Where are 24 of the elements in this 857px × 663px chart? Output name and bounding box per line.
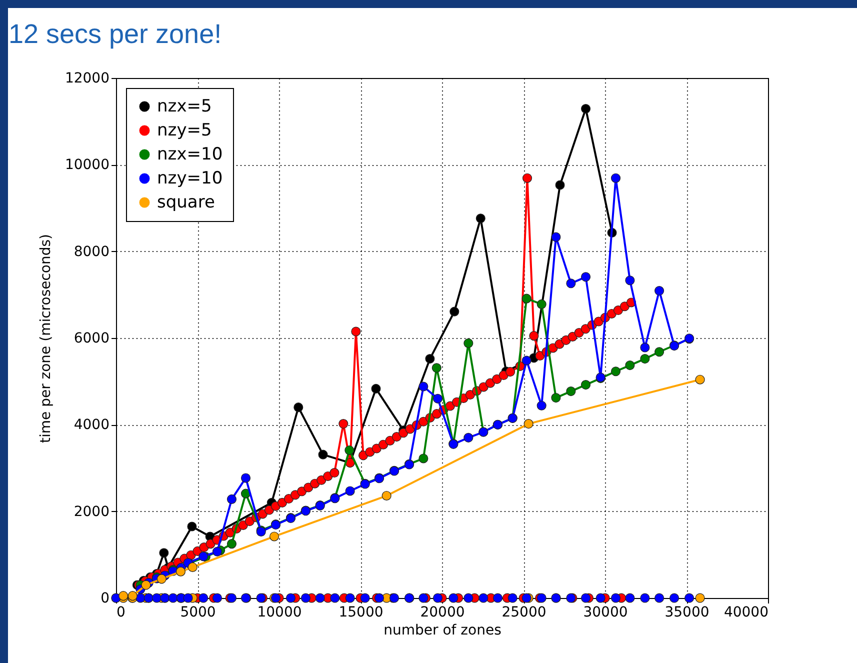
- y-tick-label: 8000: [74, 244, 110, 260]
- legend-label: nzy=10: [157, 168, 223, 188]
- x-tick-label: 35000: [664, 604, 710, 620]
- y-tick-label: 10000: [64, 157, 110, 174]
- y-tick-label: 2000: [74, 504, 110, 520]
- y-tick-label: 4000: [74, 417, 110, 434]
- chart-title: 12 secs per zone!: [8, 19, 222, 49]
- x-tick-label: 30000: [583, 604, 628, 620]
- x-tick-label: 25000: [502, 604, 546, 620]
- x-tick-label: 40000: [724, 604, 768, 620]
- x-tick-label: 20000: [420, 604, 465, 620]
- y-tick-label: 0: [100, 590, 110, 606]
- legend-label: nzy=5: [157, 120, 212, 140]
- legend-label: nzx=10: [157, 144, 223, 164]
- legend-label: square: [157, 192, 215, 212]
- legend-label: nzx=5: [157, 96, 212, 116]
- y-tick-label: 6000: [74, 330, 110, 346]
- x-axis-title: number of zones: [384, 622, 502, 638]
- y-axis-title: time per zone (microseconds): [38, 234, 54, 444]
- y-tick-label: 12000: [64, 70, 110, 86]
- x-tick-label: 15000: [338, 604, 384, 620]
- x-tick-label: 0: [116, 604, 126, 620]
- x-tick-label: 10000: [257, 604, 302, 620]
- x-tick-label: 5000: [180, 604, 216, 620]
